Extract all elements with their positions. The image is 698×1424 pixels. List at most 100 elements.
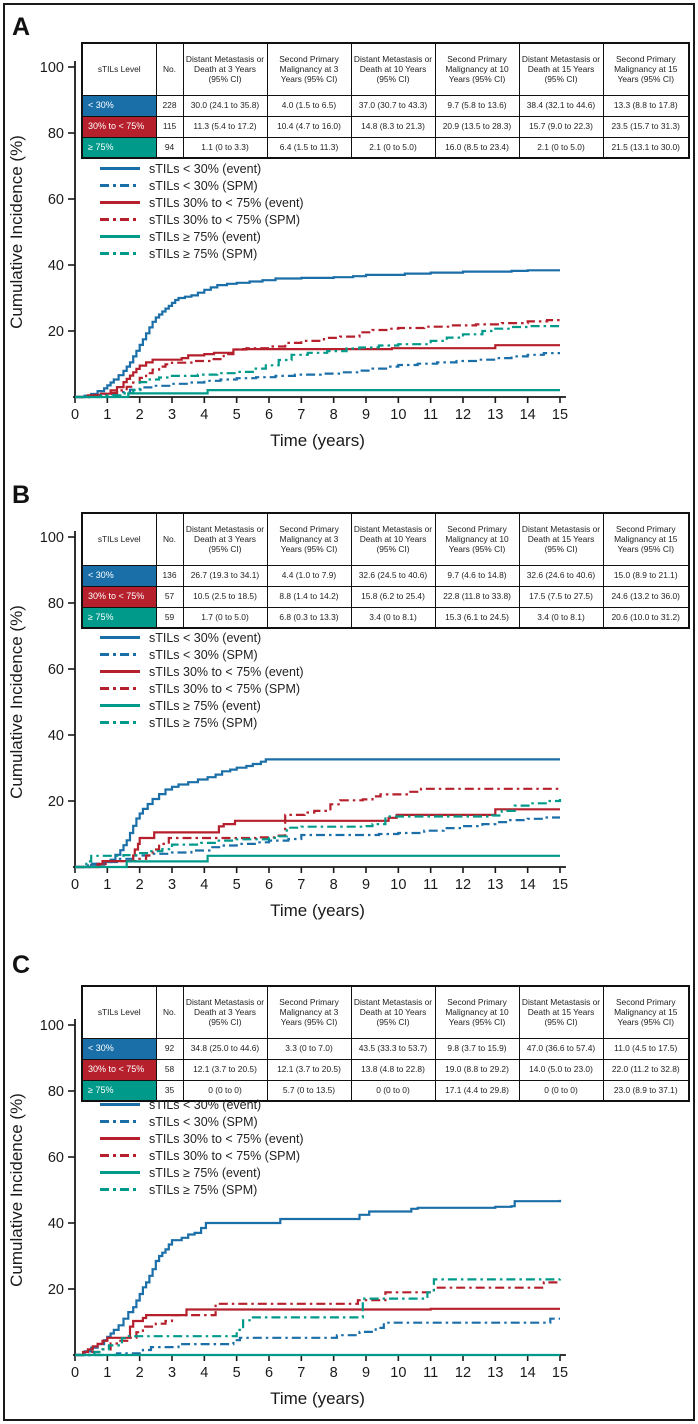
legend-label: sTILs 30% to < 75% (event) xyxy=(149,664,304,679)
legend-panel-c: sTILs < 30% (event) sTILs < 30% (SPM) sTIL… xyxy=(100,1096,304,1198)
table-row: ≥ 75% 59 1.7 (0 to 5.0) 6.8 (0.3 to 13.3) 3.… xyxy=(81,606,690,629)
x-tick-label: 6 xyxy=(265,877,273,893)
estimate-cell: 43.5 (33.3 to 53.7) xyxy=(350,1037,436,1060)
estimate-cell: 32.6 (24.6 to 40.6) xyxy=(518,564,604,587)
table-header-cell: Distant Metastasis or Death at 10 Years … xyxy=(350,512,436,566)
estimate-cell: 19.0 (8.8 to 29.2) xyxy=(434,1058,520,1081)
stils-level-cell: ≥ 75% xyxy=(81,1079,157,1102)
y-tick-label: 20 xyxy=(48,1282,64,1298)
stils-level-cell: 30% to < 75% xyxy=(81,585,157,608)
stils-level-cell: 30% to < 75% xyxy=(81,115,157,138)
table-header-cell: sTILs Level xyxy=(81,42,157,96)
x-tick-label: 1 xyxy=(103,1365,111,1381)
estimate-cell: 26.7 (19.3 to 34.1) xyxy=(182,564,268,587)
table-row: < 30% 228 30.0 (24.1 to 35.8) 4.0 (1.5 to 6… xyxy=(81,94,690,117)
legend-item: sTILs < 30% (event) xyxy=(100,160,304,177)
x-tick-label: 3 xyxy=(168,877,176,893)
table-header-row: sTILs Level No. Distant Metastasis or Deat… xyxy=(81,985,690,1039)
x-tick-label: 13 xyxy=(487,407,503,423)
table-row: < 30% 92 34.8 (25.0 to 44.6) 3.3 (0 to 7.0)… xyxy=(81,1037,690,1060)
table-row: 30% to < 75% 57 10.5 (2.5 to 18.5) 8.8 (1.4… xyxy=(81,585,690,608)
no-cell: 136 xyxy=(155,564,184,587)
table-header-cell: Distant Metastasis or Death at 15 Years … xyxy=(518,512,604,566)
table-header-row: sTILs Level No. Distant Metastasis or Deat… xyxy=(81,42,690,96)
y-tick-label: 100 xyxy=(40,60,64,76)
curve-stils-30-to-75-event xyxy=(75,808,560,869)
estimate-cell: 3.4 (0 to 8.1) xyxy=(350,606,436,629)
solid-line-swatch xyxy=(100,1171,140,1174)
dashdot-line-swatch xyxy=(100,1154,140,1157)
x-tick-label: 14 xyxy=(520,877,536,893)
no-cell: 228 xyxy=(155,94,184,117)
curve-stils-75-event xyxy=(75,389,560,399)
table-row: 30% to < 75% 58 12.1 (3.7 to 20.5) 12.1 (3.… xyxy=(81,1058,690,1081)
dashdot-line-swatch xyxy=(100,721,140,724)
dashdot-line-swatch xyxy=(100,252,140,255)
curve-stils-30-spm xyxy=(75,352,560,399)
curve-stils-30-spm xyxy=(75,1317,560,1357)
solid-line-swatch xyxy=(100,670,140,673)
x-tick-label: 3 xyxy=(168,1365,176,1381)
x-tick-label: 3 xyxy=(168,407,176,423)
table-header-cell: Second Primary Malignancy at 10 Years (9… xyxy=(434,42,520,96)
y-tick-label: 100 xyxy=(40,1018,64,1034)
estimate-cell: 3.4 (0 to 8.1) xyxy=(518,606,604,629)
table-header-cell: Second Primary Malignancy at 10 Years (9… xyxy=(434,985,520,1039)
estimate-cell: 34.8 (25.0 to 44.6) xyxy=(182,1037,268,1060)
x-tick-label: 14 xyxy=(520,407,536,423)
estimate-cell: 2.1 (0 to 5.0) xyxy=(350,136,436,159)
legend-label: sTILs 30% to < 75% (event) xyxy=(149,195,304,210)
x-axis-title: Time (years) xyxy=(270,901,365,920)
estimate-cell: 12.1 (3.7 to 20.5) xyxy=(182,1058,268,1081)
estimate-cell: 17.1 (4.4 to 29.8) xyxy=(434,1079,520,1102)
x-tick-label: 6 xyxy=(265,1365,273,1381)
legend-item: sTILs < 30% (event) xyxy=(100,629,304,646)
estimate-cell: 1.1 (0 to 3.3) xyxy=(182,136,268,159)
x-tick-label: 12 xyxy=(455,877,471,893)
legend-label: sTILs < 30% (SPM) xyxy=(149,647,258,662)
estimate-cell: 4.4 (1.0 to 7.9) xyxy=(266,564,352,587)
estimate-cell: 11.0 (4.5 to 17.5) xyxy=(602,1037,690,1060)
estimate-cell: 24.6 (13.2 to 36.0) xyxy=(602,585,690,608)
legend-label: sTILs 30% to < 75% (SPM) xyxy=(149,681,301,696)
solid-line-swatch xyxy=(100,1137,140,1140)
y-tick-label: 20 xyxy=(48,794,64,810)
estimate-cell: 17.5 (7.5 to 27.5) xyxy=(518,585,604,608)
estimate-cell: 21.5 (13.1 to 30.0) xyxy=(602,136,690,159)
panel-b-label: B xyxy=(12,481,31,509)
x-tick-label: 9 xyxy=(362,877,370,893)
estimate-cell: 9.7 (4.6 to 14.8) xyxy=(434,564,520,587)
legend-item: sTILs < 30% (SPM) xyxy=(100,646,304,663)
stils-level-cell: < 30% xyxy=(81,564,157,587)
y-tick-label: 60 xyxy=(48,1150,64,1166)
x-tick-label: 13 xyxy=(487,877,503,893)
table-header-cell: No. xyxy=(155,985,184,1039)
x-tick-label: 7 xyxy=(297,877,305,893)
legend-label: sTILs < 30% (event) xyxy=(149,161,262,176)
curve-stils-30-spm xyxy=(75,816,560,869)
estimate-cell: 8.8 (1.4 to 14.2) xyxy=(266,585,352,608)
legend-panel-a: sTILs < 30% (event) sTILs < 30% (SPM) sTIL… xyxy=(100,160,304,262)
table-header-cell: Second Primary Malignancy at 15 Years (9… xyxy=(602,512,690,566)
solid-line-swatch xyxy=(100,1103,140,1106)
x-tick-label: 11 xyxy=(423,1365,438,1381)
legend-item: sTILs 30% to < 75% (event) xyxy=(100,194,304,211)
curve-stils-30-event xyxy=(75,1199,562,1357)
x-tick-label: 6 xyxy=(265,407,273,423)
dashdot-line-swatch xyxy=(100,218,140,221)
x-tick-label: 14 xyxy=(520,1365,536,1381)
legend-label: sTILs < 30% (SPM) xyxy=(149,1114,258,1129)
x-tick-label: 8 xyxy=(330,877,338,893)
summary-table-panel-c: sTILs Level No. Distant Metastasis or Deat… xyxy=(81,985,690,1102)
stils-level-cell: ≥ 75% xyxy=(81,136,157,159)
y-tick-label: 100 xyxy=(40,530,64,546)
x-tick-label: 15 xyxy=(552,407,568,423)
x-tick-label: 4 xyxy=(200,877,208,893)
stils-level-cell: 30% to < 75% xyxy=(81,1058,157,1081)
y-tick-label: 40 xyxy=(48,258,64,274)
table-header-cell: sTILs Level xyxy=(81,985,157,1039)
estimate-cell: 15.8 (6.2 to 25.4) xyxy=(350,585,436,608)
no-cell: 92 xyxy=(155,1037,184,1060)
